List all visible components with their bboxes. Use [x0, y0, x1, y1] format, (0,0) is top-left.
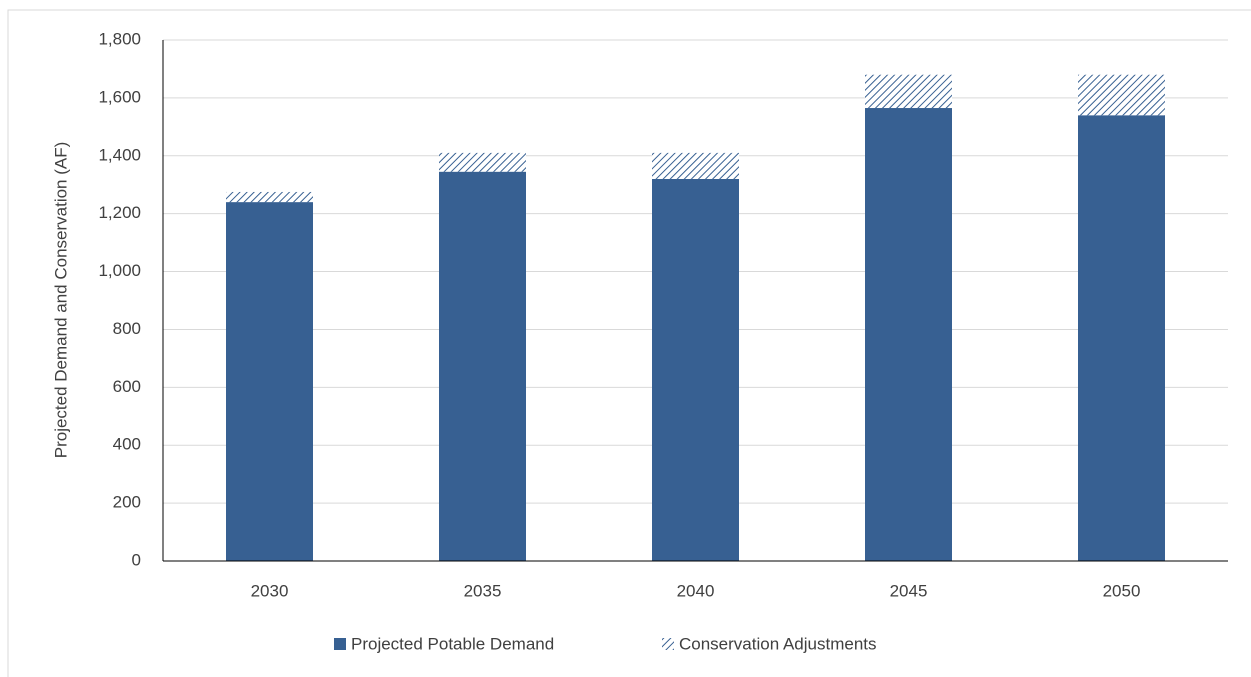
y-tick-label: 1,400 [98, 145, 141, 164]
chart-frame [7, 9, 1251, 677]
y-tick-label: 1,800 [98, 29, 141, 48]
x-tick-label: 2030 [251, 581, 289, 600]
y-tick-label: 600 [113, 377, 141, 396]
y-axis-label: Projected Demand and Conservation (AF) [51, 142, 70, 459]
bar-segment [865, 74, 952, 109]
bar-segment [226, 191, 313, 203]
legend-swatch [334, 638, 346, 650]
x-tick-label: 2035 [464, 581, 502, 600]
legend-label: Projected Potable Demand [351, 634, 554, 653]
bar-segment [226, 202, 313, 562]
x-tick-label: 2050 [1103, 581, 1141, 600]
y-tick-label: 200 [113, 493, 141, 512]
bar-segment [1078, 115, 1165, 561]
y-tick-label: 1,000 [98, 261, 141, 280]
bar-segment [652, 178, 739, 561]
y-tick-label: 1,600 [98, 87, 141, 106]
bar-segment [652, 152, 739, 179]
y-tick-label: 1,200 [98, 203, 141, 222]
y-tick-label: 800 [113, 319, 141, 338]
bar-segment [1078, 74, 1165, 116]
bar-segment [865, 108, 952, 562]
bar-segment [439, 171, 526, 562]
y-tick-label: 0 [132, 550, 141, 569]
y-tick-label: 400 [113, 435, 141, 454]
legend-swatch [662, 638, 674, 650]
x-tick-label: 2045 [890, 581, 928, 600]
legend-label: Conservation Adjustments [679, 634, 877, 653]
x-tick-label: 2040 [677, 581, 715, 600]
bar-segment [439, 152, 526, 172]
